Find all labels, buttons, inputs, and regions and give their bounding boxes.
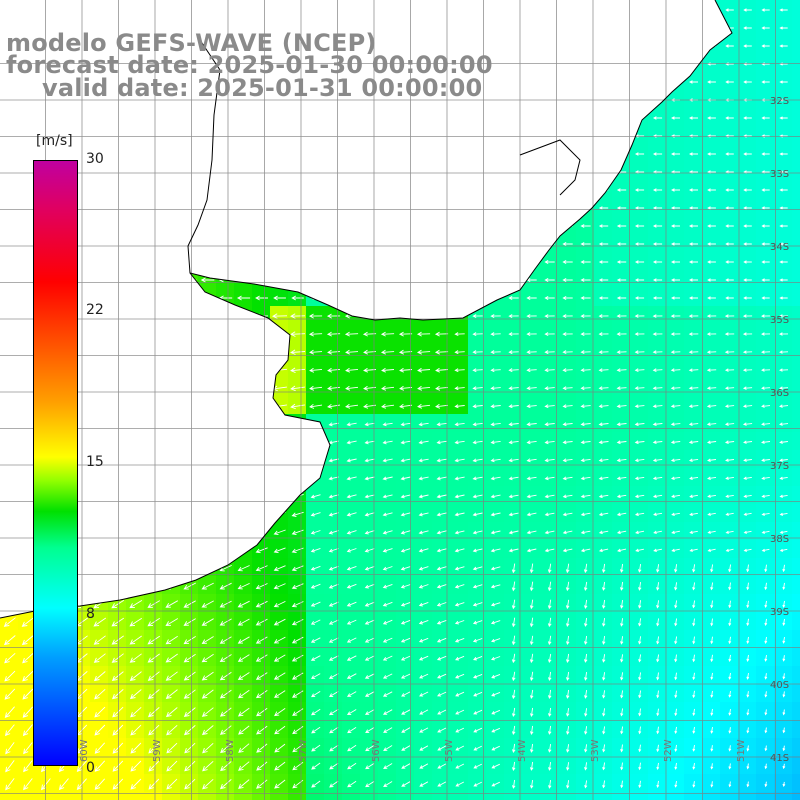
longitude-label: 57W — [298, 739, 309, 762]
longitude-label: 51W — [736, 739, 747, 762]
valid-date: valid date: 2025-01-31 00:00:00 — [42, 74, 483, 102]
colorbar-tick-8: 8 — [86, 606, 95, 622]
longitude-label: 55W — [444, 739, 455, 762]
colorbar-unit: [m/s] — [36, 133, 73, 149]
longitude-labels: 60W 59W 58W 57W 56W 55W 54W 53W 52W 51W — [79, 739, 747, 762]
longitude-label: 53W — [590, 739, 601, 762]
latitude-label: 34S — [770, 242, 789, 253]
longitude-label: 60W — [79, 739, 90, 762]
latitude-labels: 32S 33S 34S 35S 36S 37S 38S 39S 40S 41S — [770, 96, 789, 764]
colorbar-tick-15: 15 — [86, 454, 104, 470]
latitude-label: 41S — [770, 753, 789, 764]
latitude-label: 39S — [770, 607, 789, 618]
longitude-label: 54W — [517, 739, 528, 762]
coastline — [0, 0, 733, 619]
latitude-label: 33S — [770, 169, 789, 180]
colorbar-gradient — [33, 160, 78, 766]
latitude-label: 37S — [770, 461, 789, 472]
latitude-label: 38S — [770, 534, 789, 545]
colorbar-tick-22: 22 — [86, 302, 104, 318]
latitude-label: 35S — [770, 315, 789, 326]
latitude-label: 32S — [770, 96, 789, 107]
model-title: modelo GEFS-WAVE (NCEP) — [6, 29, 377, 57]
longitude-label: 56W — [371, 739, 382, 762]
colorbar-tick-0: 0 — [86, 760, 95, 776]
land — [0, 0, 732, 618]
longitude-label: 59W — [152, 739, 163, 762]
latitude-label: 36S — [770, 388, 789, 399]
longitude-label: 58W — [225, 739, 236, 762]
colorbar-tick-30: 30 — [86, 151, 104, 167]
longitude-label: 52W — [663, 739, 674, 762]
forecast-date: forecast date: 2025-01-30 00:00:00 — [6, 51, 493, 79]
latitude-label: 40S — [770, 680, 789, 691]
